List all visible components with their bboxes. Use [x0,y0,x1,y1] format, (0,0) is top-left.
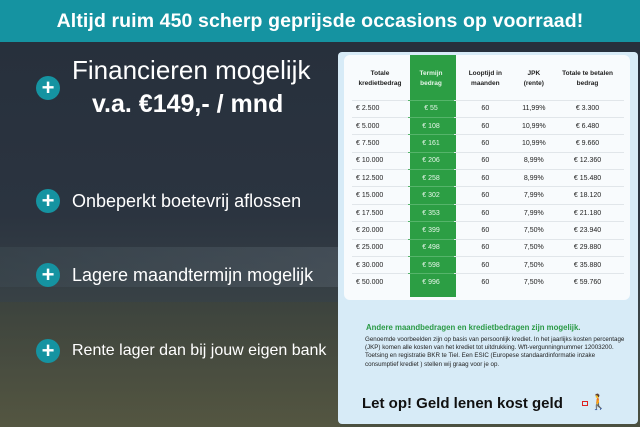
table-cell: € 10.000 [352,151,408,170]
table-cell: 60 [454,203,517,222]
table-cell: € 302 [408,186,454,205]
walking-person-icon: 🚶 [582,393,608,411]
table-cell: € 258 [408,169,454,187]
table-cell: 60 [454,273,517,292]
table-cell: € 18.120 [551,186,624,205]
table-cell: 60 [454,169,517,187]
feature-repay: Onbeperkt boetevrij aflossen [72,191,302,211]
table-cell: € 59.760 [551,273,624,292]
table-cell: € 5.000 [352,116,408,135]
column-header: Totale kredietbedrag [358,69,402,87]
plus-circle-icon: + [36,263,60,287]
table-cell: € 498 [408,238,454,257]
table-cell: 7,50% [516,256,552,274]
table-cell: € 108 [408,116,454,135]
table-cell: € 50.000 [352,273,408,292]
table-cell: € 17.500 [352,203,408,222]
table-cell: 7,99% [516,203,552,222]
table-row: € 15.000 € 302 60 7,99% € 18.120 [352,186,624,205]
table-cell: 10,99% [516,134,552,153]
table-cell: 60 [454,221,517,240]
header-banner: Altijd ruim 450 scherp geprijsde occasio… [0,0,640,42]
table-cell: € 21.180 [551,203,624,222]
table-cell: € 15.480 [551,169,624,187]
warning-text: Let op! Geld lenen kost geld [362,395,563,412]
column-header: Termijn bedrag [419,69,443,87]
table-cell: € 7.500 [352,134,408,153]
feature-lower-term: Lagere maandtermijn mogelijk [72,265,314,285]
note-body: Genoemde voorbeelden zijn op basis van p… [365,336,625,368]
table-cell: 8,99% [516,151,552,170]
table-cell: 7,50% [516,238,552,257]
column-header: Totale te betalen bedrag [562,69,613,87]
table-cell: € 29.880 [551,238,624,257]
table-cell: 10,99% [516,116,552,135]
table-cell: € 23.940 [551,221,624,240]
table-cell: 7,99% [516,186,552,205]
table-cell: € 30.000 [352,256,408,274]
table-cell: € 15.000 [352,186,408,205]
feature-financing-price: v.a. €149,- / mnd [92,90,284,118]
table-cell: € 6.480 [551,116,624,135]
table-cell: € 20.000 [352,221,408,240]
feature-lower-rate: Rente lager dan bij jouw eigen bank [72,342,327,359]
table-row: € 7.500 € 161 60 10,99% € 9.660 [352,134,624,153]
table-cell: 60 [454,238,517,257]
table-cell: € 2.500 [352,99,408,118]
table-row: € 20.000 € 399 60 7,50% € 23.940 [352,221,624,240]
table-cell: 7,50% [516,221,552,240]
table-cell: 60 [454,134,517,153]
table-cell: € 12.360 [551,151,624,170]
table-cell: € 161 [408,134,454,153]
plus-circle-icon: + [36,339,60,363]
table-row: € 5.000 € 108 60 10,99% € 6.480 [352,116,624,135]
table-row: € 10.000 € 206 60 8,99% € 12.360 [352,151,624,170]
table-cell: € 399 [408,221,454,240]
table-cell: 60 [454,151,517,170]
feature-financing: Financieren mogelijk [72,55,311,85]
table-cell: € 598 [408,256,454,274]
finance-table: Totale kredietbedrag Termijn bedrag Loopti… [352,58,624,292]
table-cell: 60 [454,99,517,118]
table-cell: 60 [454,256,517,274]
table-cell: € 996 [408,273,454,292]
table-cell: 7,50% [516,273,552,292]
table-cell: € 55 [408,99,454,118]
table-cell: € 9.660 [551,134,624,153]
table-cell: 60 [454,186,517,205]
table-row: € 25.000 € 498 60 7,50% € 29.880 [352,238,624,257]
plus-circle-icon: + [36,76,60,100]
table-cell: 60 [454,116,517,135]
table-cell: 8,99% [516,169,552,187]
table-cell: 11,99% [516,99,552,118]
note-title: Andere maandbedragen en kredietbedragen … [366,323,581,332]
table-cell: € 25.000 [352,238,408,257]
column-header: Looptijd in maanden [468,69,502,87]
table-cell: € 353 [408,203,454,222]
plus-circle-icon: + [36,189,60,213]
table-row: € 17.500 € 353 60 7,99% € 21.180 [352,203,624,222]
table-cell: € 206 [408,151,454,170]
table-cell: € 3.300 [551,99,624,118]
table-row: € 12.500 € 258 60 8,99% € 15.480 [352,169,624,187]
table-row: € 50.000 € 996 60 7,50% € 59.760 [352,273,624,292]
table-row: € 30.000 € 598 60 7,50% € 35.880 [352,256,624,274]
table-row: € 2.500 € 55 60 11,99% € 3.300 [352,99,624,118]
table-cell: € 12.500 [352,169,408,187]
column-header: JPK (rente) [523,69,544,87]
table-cell: € 35.880 [551,256,624,274]
